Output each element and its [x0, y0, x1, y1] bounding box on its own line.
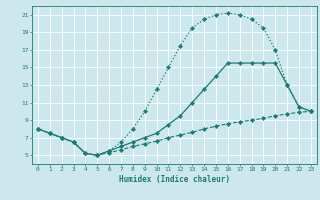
X-axis label: Humidex (Indice chaleur): Humidex (Indice chaleur) — [119, 175, 230, 184]
